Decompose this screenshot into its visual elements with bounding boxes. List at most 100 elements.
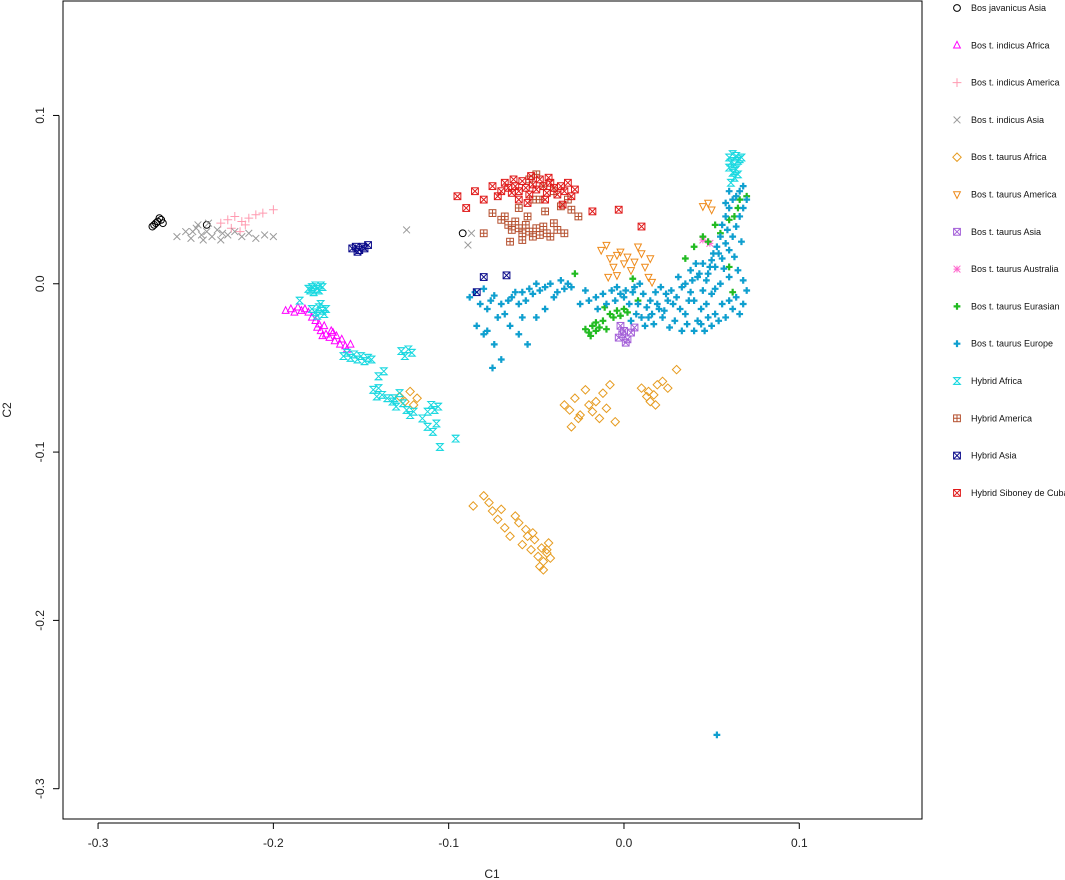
data-point bbox=[187, 234, 195, 243]
data-point bbox=[697, 305, 705, 313]
data-point bbox=[716, 280, 724, 288]
data-point bbox=[647, 278, 657, 288]
data-point bbox=[640, 263, 650, 273]
legend-item: Bos t. taurus Asia bbox=[953, 227, 1041, 237]
data-point bbox=[736, 187, 744, 195]
data-point bbox=[685, 297, 693, 304]
legend-label: Bos t. taurus Asia bbox=[971, 227, 1041, 237]
legend-item: Bos javanicus Asia bbox=[953, 3, 1046, 13]
data-point bbox=[650, 320, 658, 328]
data-point bbox=[610, 314, 617, 321]
data-point bbox=[725, 204, 733, 212]
data-point bbox=[694, 317, 702, 325]
data-point bbox=[468, 501, 479, 511]
data-point bbox=[458, 229, 467, 238]
data-point bbox=[497, 300, 505, 308]
data-point bbox=[328, 327, 338, 336]
data-point bbox=[574, 212, 583, 221]
legend-item: Bos t. taurus Eurasian bbox=[953, 301, 1060, 311]
data-point bbox=[511, 288, 519, 296]
data-point bbox=[652, 288, 659, 296]
data-point bbox=[532, 280, 540, 288]
legend-marker bbox=[952, 78, 962, 87]
data-point bbox=[199, 236, 207, 244]
data-point bbox=[716, 233, 724, 241]
data-point bbox=[566, 421, 577, 432]
data-point bbox=[639, 290, 647, 298]
legend-label: Bos t. indicus America bbox=[971, 78, 1060, 88]
data-point bbox=[688, 276, 696, 284]
legend-marker bbox=[953, 340, 961, 348]
data-point bbox=[316, 300, 326, 308]
data-point bbox=[733, 156, 743, 165]
data-point bbox=[368, 385, 378, 394]
legend-item: Hybrid Africa bbox=[952, 376, 1022, 386]
data-point bbox=[286, 303, 296, 313]
data-point bbox=[559, 400, 570, 410]
data-point bbox=[541, 544, 552, 555]
data-point bbox=[300, 303, 310, 313]
data-point bbox=[644, 273, 653, 283]
data-point bbox=[506, 322, 514, 330]
data-point bbox=[563, 178, 572, 187]
data-point bbox=[335, 339, 345, 348]
data-point bbox=[224, 231, 232, 239]
data-point bbox=[529, 290, 537, 298]
legend-label: Hybrid America bbox=[971, 413, 1032, 423]
data-point bbox=[316, 281, 326, 290]
data-point bbox=[506, 237, 514, 246]
x-tick-label: -0.3 bbox=[88, 836, 109, 850]
data-point bbox=[636, 280, 644, 288]
data-point bbox=[396, 347, 406, 355]
data-point bbox=[433, 402, 443, 411]
data-point bbox=[591, 396, 601, 407]
y-tick-label: 0.0 bbox=[33, 275, 47, 292]
data-point bbox=[667, 287, 675, 294]
data-point bbox=[549, 219, 558, 228]
data-point bbox=[430, 406, 440, 414]
data-point bbox=[538, 564, 549, 575]
legend-marker bbox=[953, 116, 961, 124]
data-point bbox=[536, 287, 544, 294]
data-point bbox=[550, 293, 558, 301]
data-point bbox=[624, 308, 631, 316]
data-point bbox=[558, 200, 567, 209]
data-point bbox=[708, 322, 716, 330]
data-point bbox=[543, 538, 554, 548]
legend-item: Bos t. indicus Africa bbox=[952, 40, 1050, 50]
data-point bbox=[634, 300, 642, 308]
data-point bbox=[511, 217, 520, 226]
data-point bbox=[546, 280, 554, 288]
data-point bbox=[510, 511, 521, 521]
data-point bbox=[637, 222, 646, 231]
data-point bbox=[428, 427, 438, 436]
data-point bbox=[338, 352, 349, 361]
data-point bbox=[505, 531, 515, 542]
data-point bbox=[711, 310, 719, 318]
data-point bbox=[529, 534, 540, 545]
data-point bbox=[504, 297, 512, 304]
data-point bbox=[194, 221, 202, 229]
data-point bbox=[731, 253, 738, 261]
data-point bbox=[626, 267, 636, 276]
data-point bbox=[252, 234, 260, 243]
data-point bbox=[739, 300, 747, 308]
data-point bbox=[553, 226, 562, 234]
data-point bbox=[648, 310, 656, 318]
data-point bbox=[616, 321, 625, 330]
data-point bbox=[480, 285, 488, 293]
data-point bbox=[523, 199, 532, 207]
data-point bbox=[546, 232, 555, 241]
data-point bbox=[402, 226, 411, 234]
data-point bbox=[542, 188, 551, 197]
data-point bbox=[518, 177, 527, 185]
data-point bbox=[487, 297, 495, 304]
data-point bbox=[523, 212, 532, 221]
legend-marker bbox=[952, 377, 962, 385]
data-point bbox=[269, 232, 278, 241]
data-point bbox=[722, 199, 730, 207]
data-point bbox=[704, 270, 712, 278]
legend-label: Bos t. taurus Africa bbox=[971, 152, 1047, 162]
legend-label: Bos t. taurus Australia bbox=[971, 264, 1059, 274]
legend-marker bbox=[953, 227, 961, 236]
